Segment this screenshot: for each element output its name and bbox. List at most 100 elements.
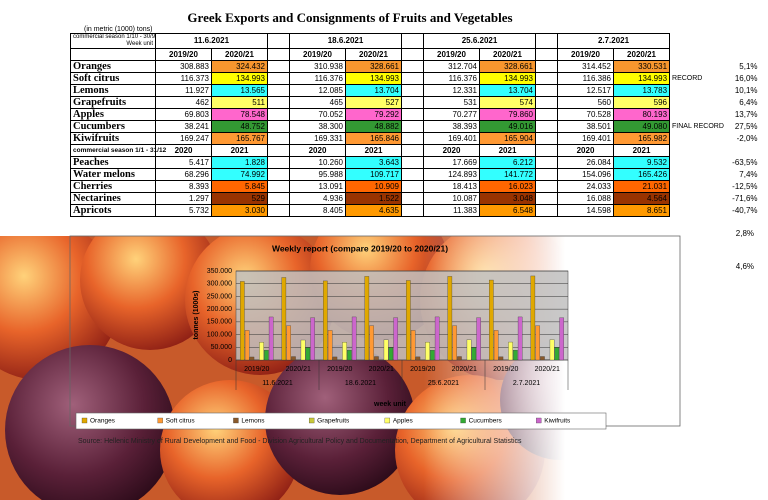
spacer — [535, 48, 558, 61]
bar — [489, 279, 494, 361]
legend-swatch — [81, 417, 88, 424]
change: -40,7% — [732, 205, 758, 215]
row-label: Peaches — [70, 156, 156, 169]
note: RECORD — [672, 74, 703, 82]
value-cell: 116.376 — [289, 72, 346, 85]
bar — [347, 350, 352, 361]
value-cell: 3.030 — [211, 204, 268, 217]
data-table: commercial season 1/10 - 30/9 Week unit 11… — [70, 33, 760, 217]
y-axis-label: tonnes (1000s) — [193, 290, 200, 339]
value-cell: 465 — [289, 96, 346, 109]
bar — [364, 276, 370, 361]
value-cell: 16.088 — [557, 192, 614, 205]
bar — [393, 317, 398, 361]
value-cell: 12.085 — [289, 84, 346, 97]
y-tick-label: 350.000 — [207, 268, 232, 275]
bar — [323, 280, 328, 361]
bar — [264, 350, 269, 361]
spacer — [267, 33, 290, 49]
legend-label: Apples — [393, 418, 414, 425]
change: -2,0% — [736, 133, 758, 143]
week-header: 18.6.2021 — [289, 33, 402, 49]
legend-swatch — [384, 417, 391, 424]
group-label: 11.6.2021 — [262, 380, 293, 387]
row-label: Soft citrus — [70, 72, 156, 85]
table-row: Apricots 5.732 3.030 8.405 4.635 11.383 6.548 1… — [70, 204, 760, 217]
x-tick-label: 2019/20 — [410, 366, 435, 373]
group-label: 25.6.2021 — [428, 380, 459, 387]
source-note: Source: Hellenic Ministry of Rural Devel… — [78, 438, 522, 445]
value-cell: 12.331 — [423, 84, 480, 97]
bar — [476, 317, 481, 361]
x-tick-label: 2019/20 — [327, 366, 352, 373]
spacer — [535, 144, 558, 157]
season-label: commercial season 1/10 - 30/9 Week unit — [70, 33, 156, 49]
spacer — [535, 192, 558, 205]
value-cell: 5.732 — [155, 204, 212, 217]
table-row: Cucumbers 38.241 48.752 38.300 48.882 38.393 4… — [70, 120, 760, 133]
value-cell: 3.643 — [345, 156, 402, 169]
spacer — [267, 204, 290, 217]
change: 5,1% — [739, 61, 758, 71]
bar — [249, 356, 255, 361]
value-cell: 70.277 — [423, 108, 480, 121]
bar — [332, 356, 338, 361]
value-cell: 11.927 — [155, 84, 212, 97]
value-cell: 169.331 — [289, 132, 346, 145]
spacer — [267, 156, 290, 169]
value-cell: 1.828 — [211, 156, 268, 169]
extra-change: 4,6% — [735, 262, 754, 271]
value-cell: 79.860 — [479, 108, 536, 121]
value-cell: 116.376 — [423, 72, 480, 85]
bar — [457, 356, 462, 361]
value-cell: 134.993 — [211, 72, 268, 85]
spacer — [401, 180, 424, 193]
value-cell: 165.982 — [612, 132, 671, 145]
value-cell: 38.393 — [423, 120, 480, 133]
value-cell: 68.296 — [155, 168, 212, 181]
bar — [493, 330, 499, 361]
bar — [559, 317, 564, 361]
value-cell: 38.300 — [289, 120, 346, 133]
y-tick-label: 100.000 — [207, 331, 232, 338]
row-label: Water melons — [70, 168, 156, 181]
value-cell: 328.661 — [345, 60, 402, 73]
group-label: 18.6.2021 — [345, 380, 376, 387]
value-cell: 124.893 — [423, 168, 480, 181]
value-cell: 324.432 — [211, 60, 268, 73]
bar — [369, 325, 374, 361]
table-row: Soft citrus 116.373 134.993 116.376 134.993 1… — [70, 72, 760, 85]
spacer — [267, 84, 290, 97]
value-cell: 596 — [612, 96, 671, 109]
value-cell: 116.386 — [557, 72, 614, 85]
spacer — [401, 96, 424, 109]
value-cell: 70.528 — [557, 108, 614, 121]
legend-swatch — [233, 417, 239, 424]
legend-swatch — [157, 417, 163, 424]
value-cell: 24.033 — [557, 180, 614, 193]
value-cell: 312.704 — [423, 60, 480, 73]
table-row: Kiwifruits 169.247 165.767 169.331 165.846 16… — [70, 132, 760, 145]
value-cell: 134.993 — [612, 72, 671, 85]
legend-swatch — [460, 417, 466, 424]
value-cell: 26.084 — [557, 156, 614, 169]
row-label: Grapefruits — [70, 96, 156, 109]
legend-swatch — [308, 417, 315, 424]
legend-box — [75, 412, 607, 430]
bar — [244, 330, 250, 361]
y-tick-label: 0 — [228, 357, 232, 364]
value-cell: 169.401 — [557, 132, 614, 145]
change: 16,0% — [734, 73, 758, 83]
value-cell: 527 — [345, 96, 402, 109]
spacer — [401, 204, 424, 217]
legend-label: Cucumbers — [469, 418, 503, 425]
value-cell: 4.564 — [612, 192, 671, 205]
value-cell: 4.635 — [345, 204, 402, 217]
value-cell: 13.704 — [479, 84, 536, 97]
x-tick-label: 2019/20 — [493, 366, 518, 373]
y-tick-label: 300.000 — [207, 281, 232, 288]
table-row: Oranges 308.883 324.432 310.938 328.661 312.7… — [70, 60, 760, 73]
value-cell: 17.669 — [423, 156, 480, 169]
bar — [259, 342, 264, 361]
